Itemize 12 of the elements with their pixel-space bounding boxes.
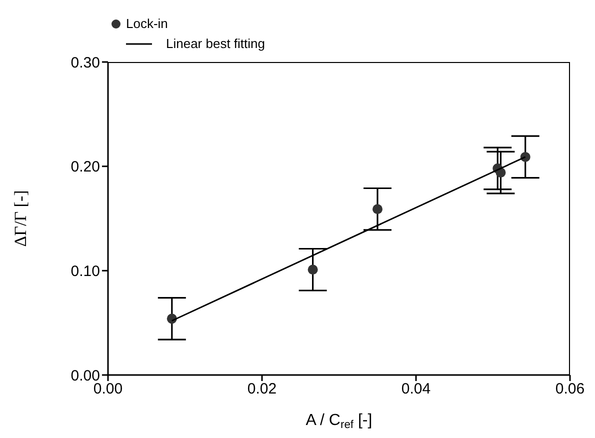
legend-label: Linear best fitting xyxy=(166,35,266,53)
x-tick-label: 0.06 xyxy=(555,380,585,398)
x-tick-label: 0.02 xyxy=(247,380,277,398)
y-tick-label: 0.30 xyxy=(70,54,100,72)
x-tick-label: 0.04 xyxy=(401,380,431,398)
x-axis-title: A / C$_{ref}$ [-] xyxy=(306,412,372,432)
y-tick-label: 0.20 xyxy=(70,158,100,176)
y-axis-title: ΔΓ/Γ [-] xyxy=(10,190,30,247)
legend-label: Lock-in xyxy=(126,15,168,33)
y-tick-label: 0.10 xyxy=(70,262,100,280)
point xyxy=(308,264,318,275)
point xyxy=(372,204,382,214)
